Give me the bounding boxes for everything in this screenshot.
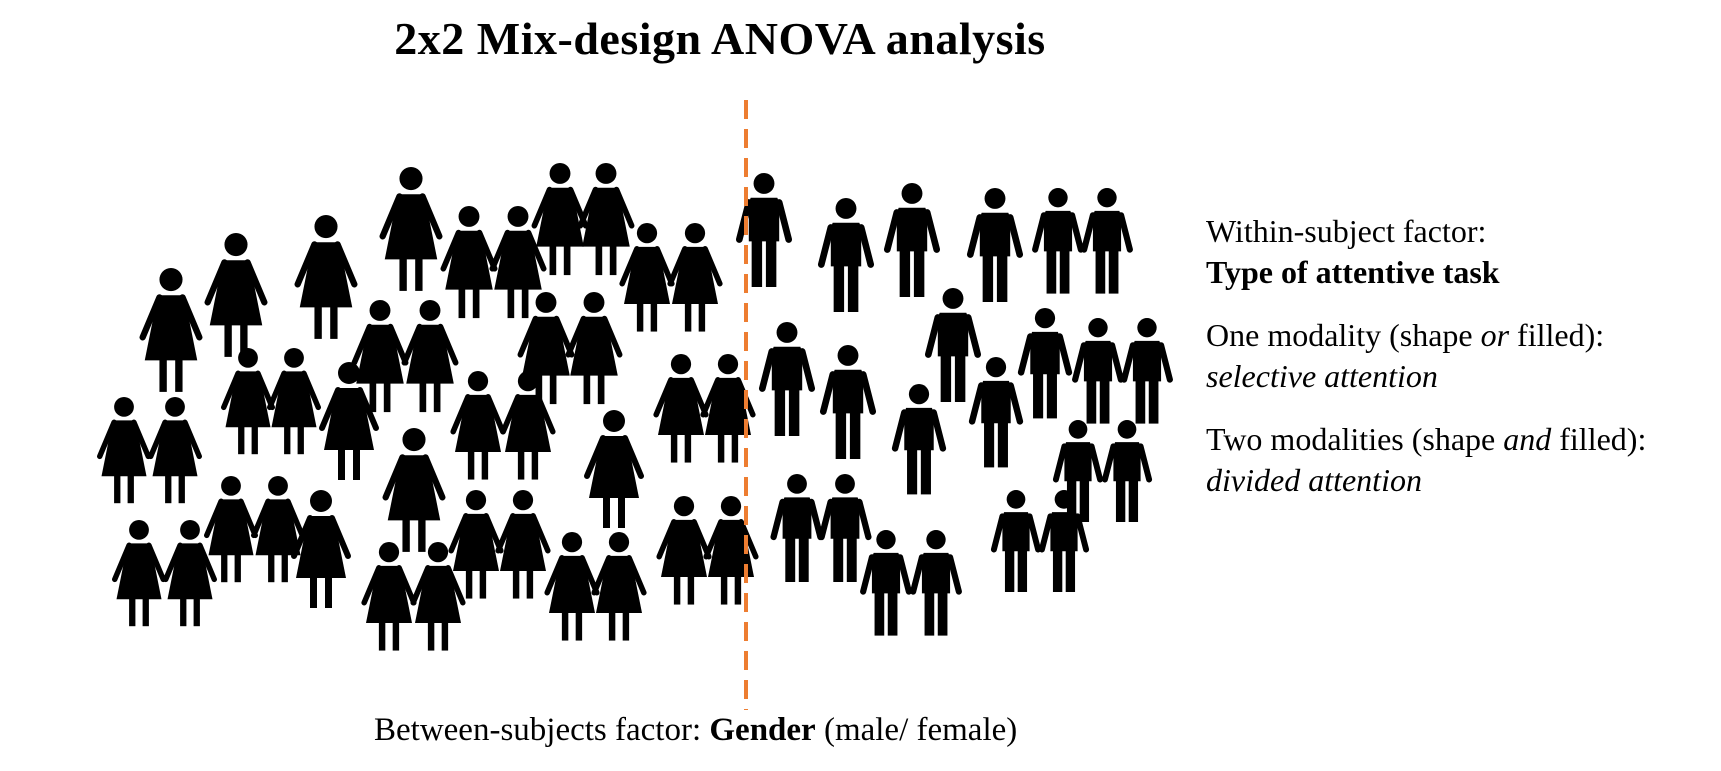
male-person-icon <box>1101 420 1153 522</box>
condition-label: Two modalities (shape and filled): <box>1206 421 1647 457</box>
between-factor-levels: (male/ female) <box>815 712 1018 748</box>
female-person-icon <box>591 532 647 641</box>
female-person-icon <box>489 206 547 319</box>
female-person-icon <box>162 520 218 627</box>
male-person-icon <box>1017 308 1073 419</box>
female-person-icon <box>584 410 644 528</box>
male-person-icon <box>891 384 947 495</box>
female-person-icon <box>619 223 675 332</box>
male-person-icon <box>1081 188 1133 294</box>
male-person-icon <box>968 357 1024 468</box>
female-person-icon <box>703 496 759 605</box>
within-factor-block: Within-subject factor: Type of attentive… <box>1206 211 1716 293</box>
female-person-icon <box>450 371 506 480</box>
female-person-icon <box>147 397 203 504</box>
male-person-icon <box>924 288 982 402</box>
male-person-icon <box>735 173 793 287</box>
condition-selective: One modality (shape or filled): selectiv… <box>1206 315 1716 397</box>
female-person-icon <box>653 354 709 463</box>
female-person-icon <box>351 300 409 413</box>
female-person-icon <box>96 397 152 504</box>
condition-divided: Two modalities (shape and filled): divid… <box>1206 419 1716 501</box>
male-person-icon <box>819 345 877 459</box>
female-person-icon <box>382 428 446 552</box>
female-person-icon <box>361 542 417 651</box>
within-subject-panel: Within-subject factor: Type of attentive… <box>1206 211 1716 523</box>
male-person-icon <box>818 474 872 582</box>
female-person-icon <box>319 362 379 480</box>
condition-attention-type: selective attention <box>1206 358 1438 394</box>
male-person-icon <box>910 530 962 636</box>
female-person-icon <box>517 292 575 405</box>
female-person-icon <box>203 476 259 583</box>
female-person-icon <box>448 490 504 599</box>
condition-attention-type: divided attention <box>1206 462 1422 498</box>
female-person-icon <box>500 371 556 480</box>
female-person-icon <box>250 476 306 583</box>
female-person-icon <box>667 223 723 332</box>
female-person-icon <box>544 532 600 641</box>
female-person-icon <box>700 354 756 463</box>
male-person-icon <box>1038 490 1090 592</box>
female-person-icon <box>577 163 635 276</box>
male-person-icon <box>1032 188 1084 294</box>
male-person-icon <box>860 530 912 636</box>
female-person-icon <box>294 215 358 339</box>
female-person-icon <box>111 520 167 627</box>
within-factor-name: Type of attentive task <box>1206 254 1500 290</box>
female-person-icon <box>266 348 322 455</box>
male-person-icon <box>966 188 1024 302</box>
female-person-icon <box>379 167 443 291</box>
condition-label: One modality (shape or filled): <box>1206 317 1605 353</box>
female-person-icon <box>220 348 276 455</box>
male-person-icon <box>1121 318 1173 424</box>
female-person-icon <box>495 490 551 599</box>
female-person-icon <box>410 542 466 651</box>
female-person-icon <box>565 292 623 405</box>
between-subjects-caption: Between-subjects factor: Gender (male/ f… <box>374 712 1017 749</box>
female-person-icon <box>291 490 351 608</box>
female-person-icon <box>401 300 459 413</box>
female-person-icon <box>440 206 498 319</box>
male-person-icon <box>817 198 875 312</box>
female-person-icon <box>139 268 203 392</box>
male-person-icon <box>990 490 1042 592</box>
male-person-icon <box>758 322 816 436</box>
female-person-icon <box>204 233 268 357</box>
between-factor-name: Gender <box>709 712 816 748</box>
page-title: 2x2 Mix-design ANOVA analysis <box>394 13 1046 64</box>
female-person-icon <box>531 163 589 276</box>
within-factor-label: Within-subject factor: <box>1206 213 1487 249</box>
male-person-icon <box>770 474 824 582</box>
male-person-icon <box>883 183 941 297</box>
female-person-icon <box>656 496 712 605</box>
between-factor-prefix: Between-subjects factor: <box>374 712 710 748</box>
male-person-icon <box>1072 318 1124 424</box>
people-group <box>96 163 1173 651</box>
